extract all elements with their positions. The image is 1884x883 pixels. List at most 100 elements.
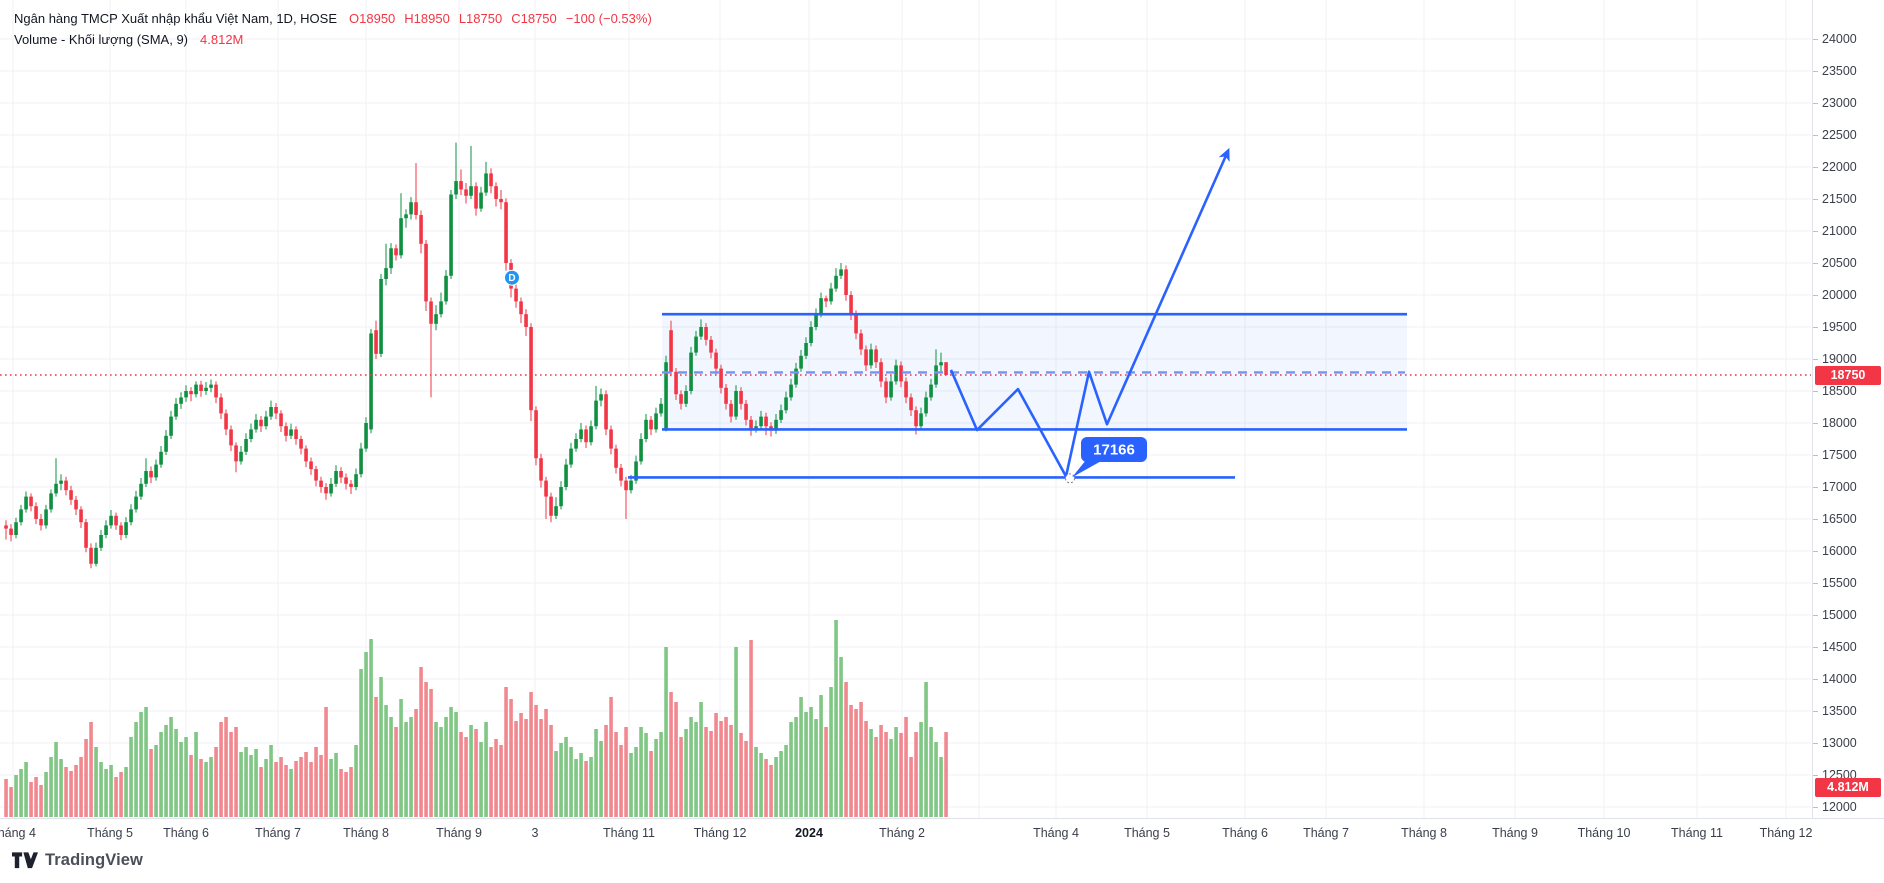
candle-body <box>459 181 463 190</box>
volume-bar <box>654 739 658 817</box>
chart-legend[interactable]: Ngân hàng TMCP Xuất nhập khẩu Việt Nam, … <box>14 8 652 50</box>
candle-body <box>884 381 888 398</box>
symbol-title[interactable]: Ngân hàng TMCP Xuất nhập khẩu Việt Nam, … <box>14 11 338 26</box>
price-axis-tick <box>1813 423 1818 424</box>
volume-bar <box>199 759 203 817</box>
volume-bar <box>79 757 83 817</box>
candle-body <box>29 496 33 507</box>
candle-body <box>559 487 563 507</box>
price-callout-text: 17166 <box>1093 442 1135 459</box>
candle-body <box>669 330 673 372</box>
candle-body <box>704 327 708 340</box>
time-axis-label: Tháng 7 <box>1303 826 1349 840</box>
volume-bar <box>64 767 68 817</box>
candle-body <box>399 218 403 256</box>
candle-body <box>574 439 578 449</box>
drawing-anchor-point[interactable] <box>1065 473 1075 484</box>
candle-body <box>379 279 383 354</box>
candle-body <box>504 202 508 263</box>
volume-bar <box>499 745 503 817</box>
candle-body <box>134 496 138 510</box>
volume-bar <box>54 742 58 817</box>
candle-body <box>829 288 833 302</box>
volume-bar <box>369 639 373 817</box>
volume-bar <box>374 697 378 817</box>
candle-body <box>629 480 633 491</box>
time-axis-label: Tháng 10 <box>1577 826 1631 840</box>
candle-body <box>244 439 248 452</box>
candle-body <box>79 509 83 523</box>
volume-bar <box>809 707 813 817</box>
volume-indicator-value: 4.812M <box>200 32 244 47</box>
volume-bar <box>619 745 623 817</box>
time-axis-label: Tháng 6 <box>1222 826 1268 840</box>
volume-bar <box>594 729 598 817</box>
candle-body <box>854 314 858 334</box>
time-axis-label: Tháng 12 <box>693 826 747 840</box>
dividend-badge[interactable] <box>504 269 520 286</box>
volume-bar <box>889 739 893 817</box>
candle-body <box>394 248 398 256</box>
volume-bar <box>739 733 743 817</box>
volume-bar <box>389 717 393 817</box>
volume-bar <box>749 640 753 817</box>
tradingview-logo[interactable]: TradingView <box>12 851 143 870</box>
volume-bar <box>529 692 533 817</box>
volume-bar <box>799 697 803 817</box>
volume-bar <box>709 731 713 817</box>
volume-bar <box>834 620 838 817</box>
candle-body <box>289 429 293 436</box>
volume-bar <box>854 709 858 817</box>
price-axis[interactable]: 24000 23500 23000 22500 22000 21500 21000 20500… <box>1812 0 1884 818</box>
candle-body <box>389 248 393 269</box>
volume-bar <box>164 725 168 817</box>
candle-body <box>539 458 543 481</box>
candle-body <box>529 327 533 411</box>
time-axis[interactable]: Tháng 4 Tháng 5 Tháng 6 Tháng 7 Tháng 8 Tháng… <box>0 818 1884 849</box>
volume-bar <box>124 767 128 817</box>
chart-canvas[interactable]: 17166 D <box>0 0 1811 818</box>
time-axis-label: Tháng 6 <box>163 826 209 840</box>
candle-body <box>464 189 468 196</box>
price-axis-label: 23500 <box>1822 64 1857 78</box>
candle-body <box>844 269 848 295</box>
volume-indicator-label[interactable]: Volume - Khối lượng (SMA, 9) <box>14 32 189 47</box>
volume-bar <box>204 762 208 817</box>
volume-bar <box>404 722 408 817</box>
price-axis-label: 14500 <box>1822 640 1857 654</box>
volume-bar <box>309 762 313 817</box>
volume-bar <box>454 712 458 817</box>
volume-bar <box>884 732 888 817</box>
candle-body <box>334 471 338 484</box>
candle-body <box>749 419 753 430</box>
volume-bar <box>339 769 343 817</box>
candle-body <box>694 336 698 353</box>
candle-body <box>499 199 503 203</box>
candle-body <box>344 477 348 484</box>
volume-bar <box>609 697 613 817</box>
candle-body <box>184 391 188 398</box>
volume-bar <box>469 725 473 817</box>
volume-bar <box>344 772 348 817</box>
volume-bar <box>189 755 193 817</box>
volume-bar <box>844 682 848 817</box>
volume-bar <box>634 747 638 817</box>
volume-bar <box>699 702 703 817</box>
candle-body <box>294 429 298 439</box>
candle-body <box>684 391 688 404</box>
chart-drawings[interactable]: 17166 D <box>0 147 1811 484</box>
volume-bar <box>784 745 788 817</box>
volume-bar <box>399 699 403 817</box>
candle-body <box>409 202 413 215</box>
candle-body <box>144 471 148 484</box>
price-callout-box[interactable] <box>1081 437 1147 462</box>
volume-bar <box>289 769 293 817</box>
candle-body <box>254 419 258 430</box>
candle-body <box>339 471 343 478</box>
price-axis-tick <box>1813 455 1818 456</box>
volume-bar <box>174 729 178 817</box>
candle-body <box>109 515 113 526</box>
volume-bar <box>19 769 23 817</box>
volume-bar <box>474 729 478 817</box>
candle-body <box>349 483 353 487</box>
